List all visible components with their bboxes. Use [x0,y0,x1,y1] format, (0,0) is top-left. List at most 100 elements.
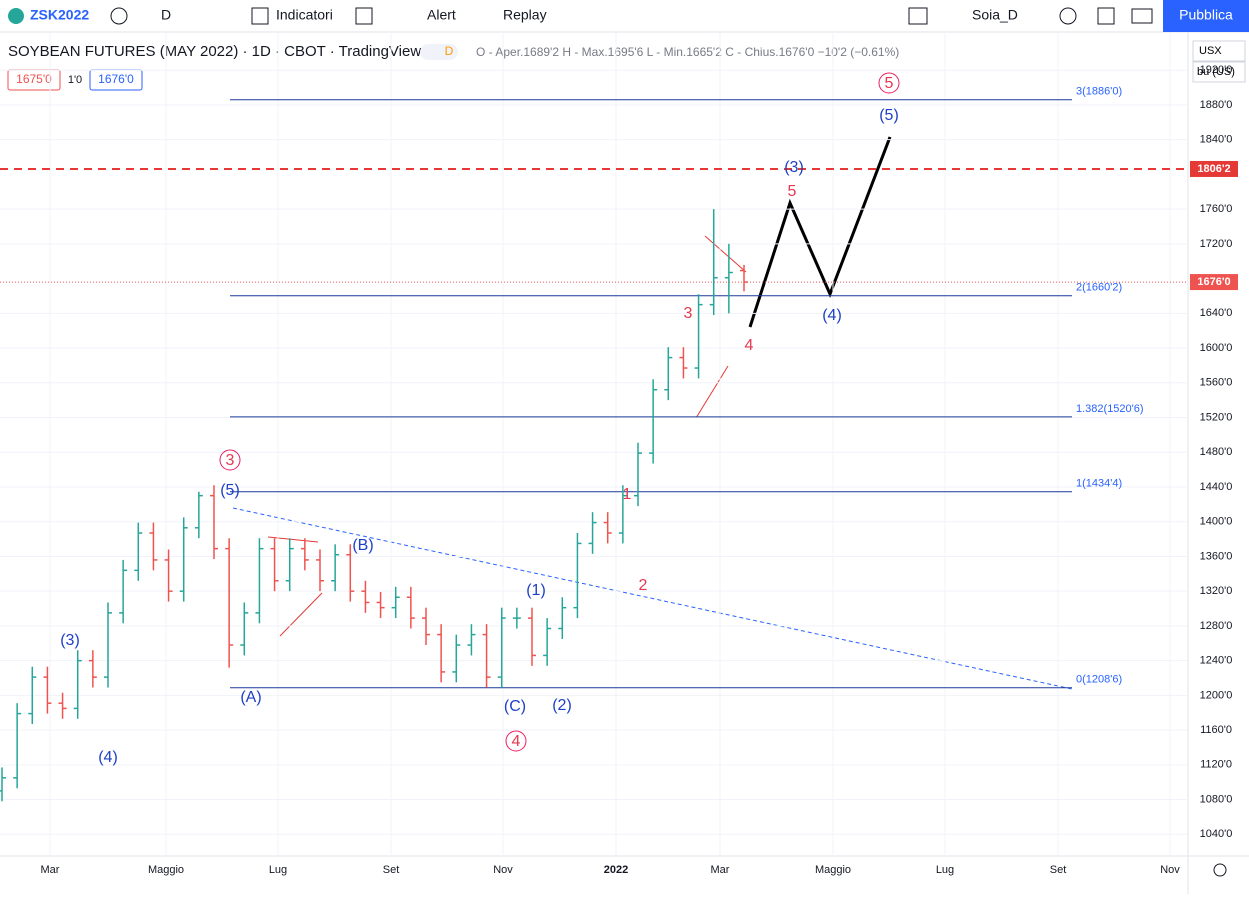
y-tick-label: 1200'0 [1200,689,1233,701]
y-tick-label: 1280'0 [1200,620,1233,632]
wave-label: 5 [788,183,797,200]
y-tick-label: 1920'0 [1200,64,1233,76]
ohlc-legend: O - Aper.1689'2 H - Max.1695'6 L - Min.1… [476,45,899,59]
triangle-line [704,235,747,273]
wave-label: (4) [822,307,842,324]
triangle-line [695,365,729,419]
rect-icon[interactable] [908,7,928,25]
unit-box[interactable] [1192,61,1246,83]
wave-label: 5 [885,75,894,92]
last-price-tag [1190,274,1238,291]
publish-label: Pubblica [1179,7,1233,23]
badge-bg [420,44,458,60]
replay[interactable]: Replay [503,7,547,23]
wave-label: 4 [745,337,754,354]
y-tick-label: 1720'0 [1200,238,1233,250]
wave-circle [505,730,527,752]
y-tick-label: 1600'0 [1200,342,1233,354]
triangle-line [279,592,323,637]
wave-circle [219,449,241,471]
indicators[interactable]: Indicatori [276,7,333,23]
x-tick-label: Lug [936,864,954,876]
y-tick-label: 1080'0 [1200,793,1233,805]
y-tick-label: 1640'0 [1200,307,1233,319]
legend-title: SOYBEAN FUTURES (MAY 2022) · 1D · CBOT ·… [8,43,421,60]
fib-label: 3(1886'0) [1076,86,1122,98]
triangle-line [267,536,319,543]
ask: 1676'0 [98,72,134,86]
axis-settings[interactable] [1213,863,1227,877]
x-tick-label: Maggio [148,864,184,876]
wave-label: 4 [512,733,521,750]
y-tick-label: 1360'0 [1200,550,1233,562]
unit: bu (US) [1197,66,1235,78]
spread: 1'0 [68,74,82,86]
x-tick-label: Mar [711,864,730,876]
wave-label: (A) [240,689,261,706]
resistance-label: 1806'2 [1197,163,1230,175]
x-tick-label: Maggio [815,864,851,876]
y-tick-label: 1840'0 [1200,134,1233,146]
y-tick-label: 1120'0 [1200,759,1232,771]
resistance-tag [1190,160,1238,177]
currency: USX [1199,45,1222,57]
add-symbol[interactable] [110,7,128,25]
y-tick-label: 1480'0 [1200,446,1233,458]
y-tick-label: 1880'0 [1200,99,1233,111]
settings-icon[interactable] [1059,7,1077,25]
y-tick-label: 1040'0 [1200,828,1233,840]
wave-label: (C) [504,698,526,715]
x-tick-label: Set [1050,864,1067,876]
x-tick-label: Nov [1160,864,1180,876]
x-tick-label: Lug [269,864,287,876]
wave-label: (2) [552,697,572,714]
y-tick-label: 1520'0 [1200,411,1233,423]
wave-label: (3) [60,632,80,649]
y-tick-label: 1760'0 [1200,203,1233,215]
wave-label: (4) [98,749,118,766]
fib-label: 2(1660'2) [1076,282,1122,294]
fib-label: 1(1434'4) [1076,478,1122,490]
y-tick-label: 1160'0 [1200,724,1232,736]
wave-label: (5) [879,107,899,124]
y-tick-label: 1320'0 [1200,585,1233,597]
y-tick-label: 1240'0 [1200,655,1233,667]
x-tick-label: Mar [41,864,60,876]
wave-label: (3) [784,159,804,176]
y-tick-label: 1560'0 [1200,377,1233,389]
bid: 1675'0 [16,72,52,86]
x-tick-label: Nov [493,864,513,876]
y-tick-label: 1400'0 [1200,516,1233,528]
layout-name[interactable]: Soia_D [972,7,1018,23]
layouts-icon[interactable] [355,7,373,25]
indicators-icon [251,7,269,25]
symbol-icon [8,8,24,24]
symbol[interactable]: ZSK2022 [30,7,89,23]
wave-label: (1) [526,582,546,599]
x-tick-label: Set [383,864,400,876]
wave-label: 2 [639,577,648,594]
fib-label: 0(1208'6) [1076,674,1122,686]
wave-label: 3 [226,452,235,469]
fib-label: 1.382(1520'6) [1076,403,1144,415]
wave-label: 3 [684,305,693,322]
trend-line [232,507,1073,690]
toolbar [0,0,1249,32]
wave-label: 1 [623,486,632,503]
y-tick-label: 1440'0 [1200,481,1233,493]
publish-button[interactable] [1163,0,1249,32]
interval[interactable]: D [161,7,171,23]
wave-label: (B) [352,537,373,554]
fullscreen-icon[interactable] [1097,7,1115,25]
wave-label: (5) [220,482,240,499]
wave-circle [878,72,900,94]
currency-box[interactable] [1192,40,1246,62]
badge: D [445,44,454,58]
last-price-label: 1676'0 [1197,276,1230,288]
x-tick-label: 2022 [604,864,628,876]
snapshot-icon[interactable] [1131,8,1153,24]
projection-path [748,136,892,328]
alert[interactable]: Alert [427,7,456,23]
